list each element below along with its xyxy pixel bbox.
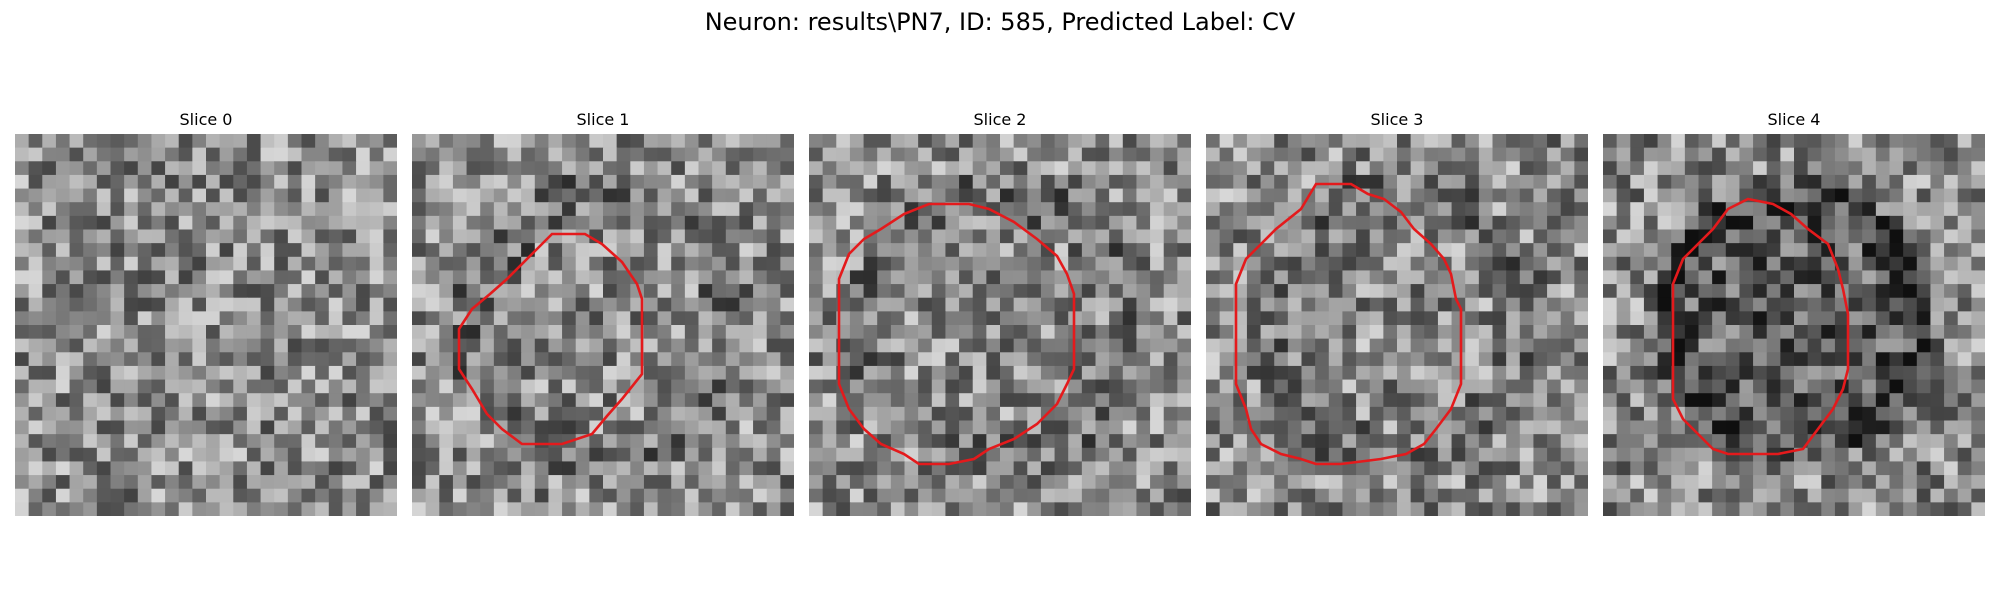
slice-title-1: Slice 1	[576, 110, 630, 129]
slice-title-0: Slice 0	[179, 110, 233, 129]
contour-outline-2	[837, 202, 1076, 466]
slice-image-4	[1603, 134, 1985, 516]
figure-title: Neuron: results\PN7, ID: 585, Predicted …	[704, 8, 1296, 36]
contour-outline-3	[1234, 182, 1463, 466]
slice-image-0	[15, 134, 397, 516]
contour-outline-1	[457, 232, 644, 446]
slice-image-1	[412, 134, 794, 516]
slice-image-3	[1206, 134, 1588, 516]
slice-image-2	[809, 134, 1191, 516]
slice-title-2: Slice 2	[973, 110, 1027, 129]
slice-title-4: Slice 4	[1767, 110, 1821, 129]
slice-title-3: Slice 3	[1370, 110, 1424, 129]
contour-outline-4	[1671, 197, 1850, 456]
